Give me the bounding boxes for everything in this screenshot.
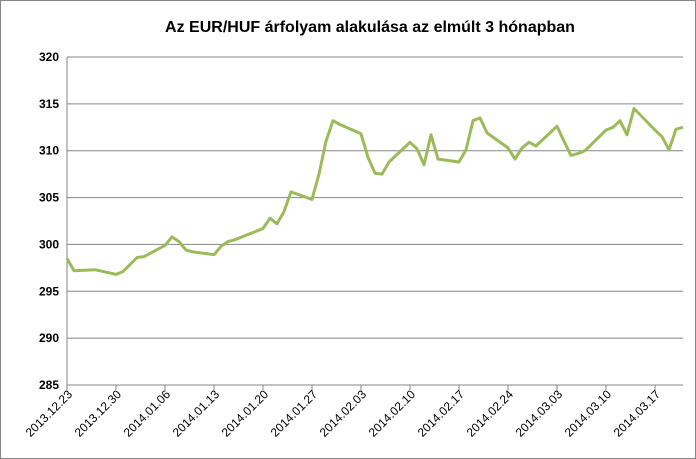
y-tick-label: 285 xyxy=(39,378,59,392)
y-tick-label: 300 xyxy=(39,237,59,251)
y-tick-label: 315 xyxy=(39,97,59,111)
y-tick-label: 295 xyxy=(39,284,59,298)
data-line xyxy=(65,107,684,276)
y-tick-label: 320 xyxy=(39,50,59,64)
y-tick-label: 290 xyxy=(39,331,59,345)
chart-title: Az EUR/HUF árfolyam alakulása az elmúlt … xyxy=(165,19,575,36)
y-tick-label: 305 xyxy=(39,191,59,205)
y-tick-label: 310 xyxy=(39,144,59,158)
